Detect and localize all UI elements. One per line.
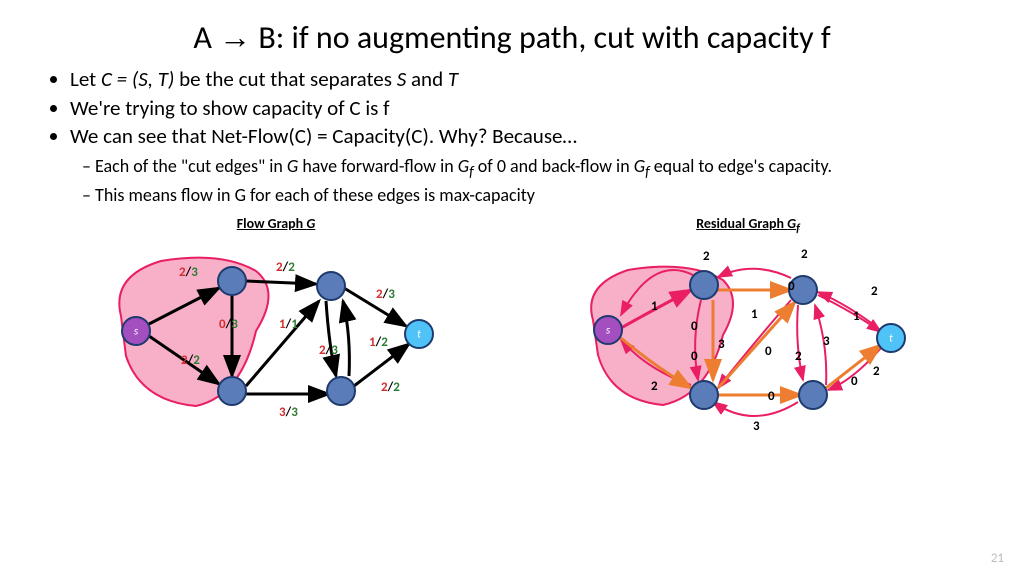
svg-text:1/2: 1/2 xyxy=(369,335,388,350)
svg-text:2: 2 xyxy=(871,284,878,299)
svg-text:2/3: 2/3 xyxy=(179,265,198,280)
flow-graph: Flow Graph G s t 2/ xyxy=(101,215,451,440)
svg-text:1: 1 xyxy=(751,307,758,322)
svg-text:2: 2 xyxy=(801,247,808,262)
svg-text:0/3: 0/3 xyxy=(219,317,238,332)
svg-text:2/2: 2/2 xyxy=(381,380,400,395)
bullet-2: We're trying to show capacity of C is f xyxy=(70,94,984,122)
svg-text:2: 2 xyxy=(795,349,802,364)
svg-text:2: 2 xyxy=(651,379,658,394)
svg-text:t: t xyxy=(889,332,893,345)
svg-text:0: 0 xyxy=(691,349,698,364)
svg-text:2/2: 2/2 xyxy=(181,353,200,368)
svg-text:0: 0 xyxy=(691,319,698,334)
svg-text:1: 1 xyxy=(853,309,860,324)
page-number: 21 xyxy=(991,551,1004,566)
svg-text:3: 3 xyxy=(823,334,830,349)
svg-text:t: t xyxy=(417,328,421,341)
svg-text:3: 3 xyxy=(718,337,725,352)
svg-text:s: s xyxy=(134,325,139,338)
svg-text:2: 2 xyxy=(873,364,880,379)
svg-text:2/3: 2/3 xyxy=(376,287,395,302)
svg-text:1/1: 1/1 xyxy=(279,317,298,332)
residual-graph: Residual Graph Gf s xyxy=(573,215,923,440)
svg-text:2/3: 2/3 xyxy=(319,343,338,358)
svg-text:0: 0 xyxy=(851,374,858,389)
bullet-list: Let C = (S, T) be the cut that separates… xyxy=(40,65,984,207)
svg-text:2/2: 2/2 xyxy=(276,260,295,275)
sub-bullet-2: This means flow in G for each of these e… xyxy=(100,183,984,207)
slide-title: A → B: if no augmenting path, cut with c… xyxy=(40,20,984,55)
svg-text:1: 1 xyxy=(651,299,658,314)
bullet-1: Let C = (S, T) be the cut that separates… xyxy=(70,65,984,93)
svg-text:0: 0 xyxy=(768,389,775,404)
bullet-3: We can see that Net-Flow(C) = Capacity(C… xyxy=(70,122,984,207)
svg-text:0: 0 xyxy=(788,279,795,294)
svg-text:3: 3 xyxy=(753,419,760,434)
svg-text:3/3: 3/3 xyxy=(279,405,298,420)
sub-bullet-1: Each of the "cut edges" in G have forwar… xyxy=(100,154,984,183)
svg-text:2: 2 xyxy=(703,249,710,264)
svg-text:0: 0 xyxy=(765,344,772,359)
svg-text:s: s xyxy=(606,324,611,337)
